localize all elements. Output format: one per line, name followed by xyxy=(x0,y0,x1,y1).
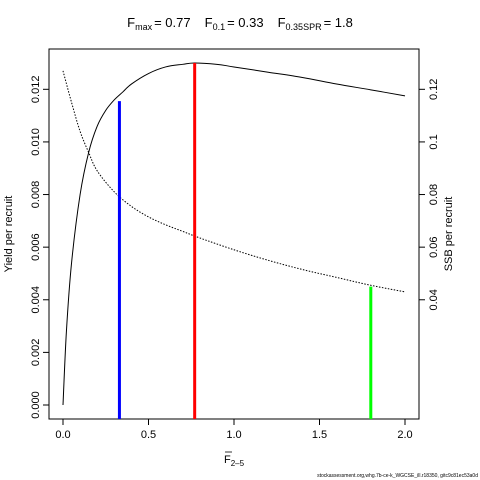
y-right-tick-label: 0.1 xyxy=(428,134,440,149)
y-left-tick-label: 0.010 xyxy=(30,128,42,156)
y-right-tick-label: 0.06 xyxy=(428,236,440,257)
y-right-tick-label: 0.12 xyxy=(428,79,440,100)
title-fspr-value: = 1.8 xyxy=(324,15,353,30)
x-tick-label: 0.5 xyxy=(141,429,156,441)
series-layer xyxy=(62,62,406,406)
reference-lines xyxy=(117,63,373,419)
title-fspr-sub: 0.35SPR xyxy=(286,22,323,32)
y-left-tick-label: 0.000 xyxy=(30,391,42,419)
title-f01-sub: 0.1 xyxy=(213,22,226,32)
title-fmax-label: F xyxy=(127,15,135,30)
y-left-tick-label: 0.004 xyxy=(30,286,42,314)
y-right-tick-label: 0.08 xyxy=(428,184,440,205)
y-left-tick-label: 0.008 xyxy=(30,181,42,209)
y-left-axis-title: Yield per recruit xyxy=(3,196,15,273)
chart-title: Fmax = 0.77 F0.1 = 0.33 F0.35SPR = 1.8 xyxy=(127,15,353,32)
plot-frame xyxy=(48,48,420,420)
title-fspr-label: F xyxy=(278,15,286,30)
y-right-axis-title: SSB per recruit xyxy=(443,197,455,272)
x-axis-title-sub: 2–5 xyxy=(231,459,245,468)
y-left-tick-label: 0.002 xyxy=(30,339,42,367)
y-left-tick-label: 0.006 xyxy=(30,233,42,261)
x-axis-title: F2–5 xyxy=(224,454,245,468)
footer-source: stockassessment.org,whg.7b-ce-k_WGCSE_il… xyxy=(317,473,478,479)
x-tick-label: 2.0 xyxy=(397,429,412,441)
y-axis-right: 0.04 0.06 0.08 0.1 0.12 xyxy=(419,79,440,310)
x-tick-label: 1.0 xyxy=(226,429,241,441)
title-f01-label: F xyxy=(205,15,213,30)
title-fmax-sub: max xyxy=(135,22,153,32)
x-tick-label: 0.0 xyxy=(55,429,70,441)
x-axis: 0.0 0.5 1.0 1.5 2.0 xyxy=(55,419,413,441)
title-f01-value: = 0.33 xyxy=(227,15,264,30)
x-tick-label: 1.5 xyxy=(312,429,327,441)
y-left-tick-label: 0.012 xyxy=(30,76,42,104)
ssb-per-recruit-line xyxy=(62,70,406,293)
title-fmax-value: = 0.77 xyxy=(154,15,191,30)
x-axis-title-main: F xyxy=(224,454,231,466)
y-right-tick-label: 0.04 xyxy=(428,289,440,310)
yield-per-recruit-line xyxy=(62,62,406,406)
y-axis-left: 0.000 0.002 0.004 0.006 0.008 0.010 0.012 xyxy=(30,76,49,419)
